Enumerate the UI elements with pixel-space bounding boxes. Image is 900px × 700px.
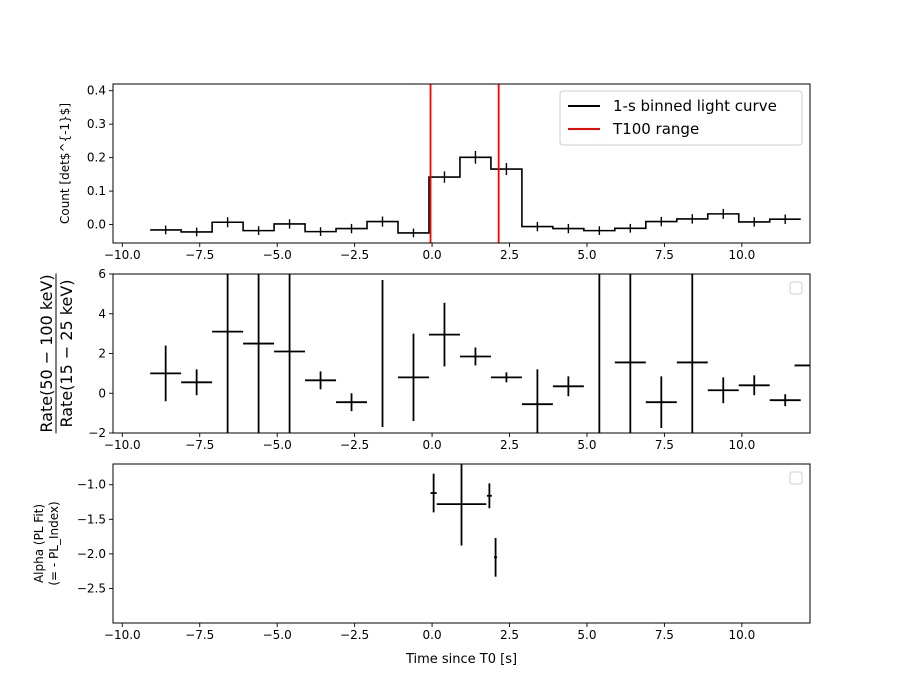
y-tick-label: −2.0 <box>77 547 106 561</box>
x-tick-label: 0.0 <box>423 628 442 642</box>
legend-label: T100 range <box>612 120 699 138</box>
x-tick-label: 7.5 <box>655 628 674 642</box>
y-tick-label: 0.3 <box>87 117 106 131</box>
y-tick-label: 0.2 <box>87 151 106 165</box>
plot-area <box>150 274 810 433</box>
y-tick-label: 0.0 <box>87 218 106 232</box>
x-tick-label: 2.5 <box>500 628 519 642</box>
panel-light-curve: −10.0 −7.5 −5.0 −2.5 0.0 2.5 5.0 7.5 10.0 0.0 0.1 0… <box>58 83 811 262</box>
y-label-denominator: Rate(15 − 25 keV) <box>57 279 76 427</box>
y-tick-label: 0.1 <box>87 184 106 198</box>
x-tick-label: −7.5 <box>185 438 214 452</box>
axes-frame <box>112 273 811 434</box>
x-tick-label: −5.0 <box>263 248 292 262</box>
x-tick-label: −2.5 <box>340 248 369 262</box>
legend-box <box>789 281 803 295</box>
x-tick-label: 10.0 <box>728 248 755 262</box>
plot-area <box>430 464 498 577</box>
x-tick-label: −5.0 <box>263 628 292 642</box>
y-label-numerator: Rate(50 − 100 keV) <box>37 274 56 432</box>
x-tick-label: 10.0 <box>728 628 755 642</box>
x-tick-label: 0.0 <box>423 438 442 452</box>
panel-hardness-ratio: −10.0 −7.5 −5.0 −2.5 0.0 2.5 5.0 7.5 10.0 −2 0 2 4 6 R… <box>37 267 811 452</box>
y-tick-label: 4 <box>98 307 106 321</box>
y-tick-label: −2 <box>88 426 106 440</box>
y-tick-label: 0 <box>98 386 106 400</box>
y-axis-label: Rate(50 − 100 keV) Rate(15 − 25 keV) <box>37 273 76 434</box>
y-axis-label: Count [det$^{-1}$] <box>58 103 72 224</box>
panel-spectral-index: −10.0 −7.5 −5.0 −2.5 0.0 2.5 5.0 7.5 10.0 −1.0 −1.… <box>32 463 811 667</box>
plot-area <box>150 84 801 243</box>
axes-frame <box>112 463 811 624</box>
y-tick-label: 2 <box>98 347 106 361</box>
y-axis-label-line2: (= - PL_Index) <box>47 501 61 585</box>
x-tick-label: −5.0 <box>263 438 292 452</box>
x-tick-label: −10.0 <box>104 628 141 642</box>
x-tick-label: 5.0 <box>577 628 596 642</box>
legend-label: 1-s binned light curve <box>613 97 777 115</box>
y-tick-label: 0.4 <box>87 84 106 98</box>
x-tick-label: 2.5 <box>500 438 519 452</box>
legend-box <box>789 471 803 485</box>
axes-frame <box>112 83 811 244</box>
x-tick-label: 7.5 <box>655 438 674 452</box>
x-tick-label: 2.5 <box>500 248 519 262</box>
x-tick-label: 0.0 <box>423 248 442 262</box>
y-tick-label: 6 <box>98 267 106 281</box>
x-tick-label: 5.0 <box>577 438 596 452</box>
y-axis-label-line1: Alpha (PL Fit) <box>32 504 46 583</box>
x-tick-label: 5.0 <box>577 248 596 262</box>
x-tick-label: −7.5 <box>185 628 214 642</box>
y-tick-label: −1.0 <box>77 478 106 492</box>
x-tick-label: −2.5 <box>340 438 369 452</box>
x-tick-label: −7.5 <box>185 248 214 262</box>
legend-box <box>559 90 803 146</box>
x-tick-label: 7.5 <box>655 248 674 262</box>
light-curve-step <box>150 156 801 234</box>
y-tick-label: −1.5 <box>77 512 106 526</box>
y-tick-label: −2.5 <box>77 581 106 595</box>
x-axis-label: Time since T0 [s] <box>405 652 517 667</box>
x-tick-label: 10.0 <box>728 438 755 452</box>
x-tick-label: −10.0 <box>104 438 141 452</box>
legend: 1-s binned light curve T100 range <box>559 90 803 146</box>
x-tick-label: −10.0 <box>104 248 141 262</box>
x-tick-label: −2.5 <box>340 628 369 642</box>
